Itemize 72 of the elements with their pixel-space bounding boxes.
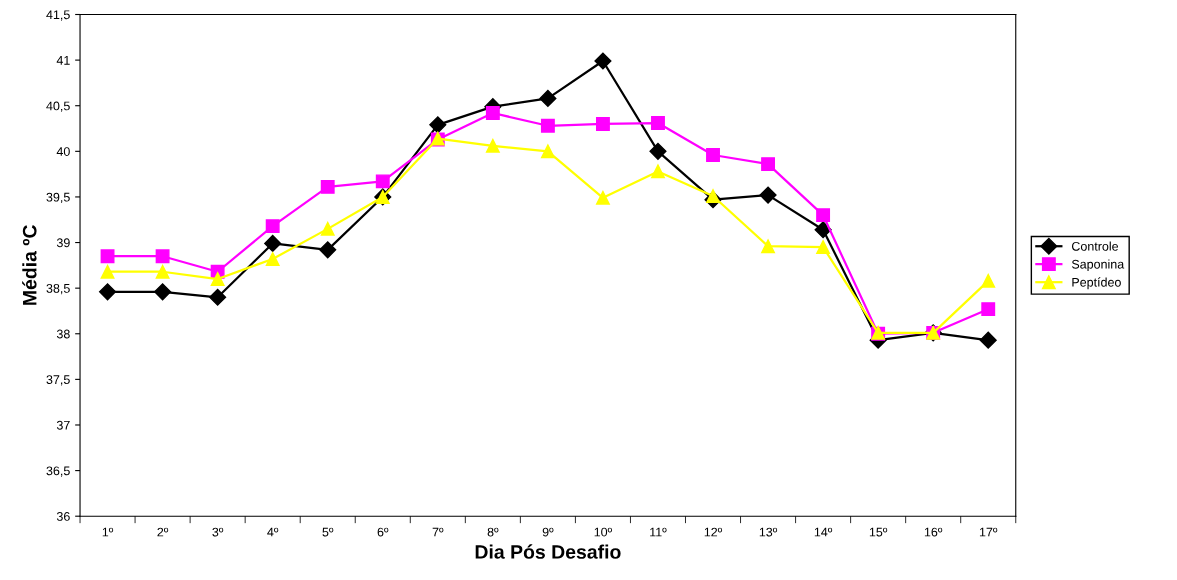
point [539,89,557,107]
x-tick-label: 9º [542,527,554,537]
y-tick-label: 38 [56,329,70,339]
x-tick-label: 5º [322,527,334,537]
point [981,273,996,288]
point [540,144,555,159]
point [154,283,172,301]
point [981,302,996,317]
point [759,186,777,204]
x-tick-label: 1º [102,527,114,537]
point [594,52,612,70]
x-tick-label: 11º [650,527,667,537]
y-tick-label: 39,5 [46,192,70,204]
y-tick-label: 41,5 [46,10,70,21]
y-tick-label: 41 [56,56,70,65]
x-tick-label: 8º [487,527,499,537]
x-tick-label: 16º [924,527,943,537]
x-tick-label: 2º [157,527,169,537]
y-tick-label: 36,5 [46,466,70,477]
y-tick-label: 39 [56,238,70,248]
point [99,283,117,301]
point [485,138,500,153]
point [375,174,390,189]
x-tick-label: 6º [377,527,389,537]
point [100,249,115,264]
y-tick-label: 40 [56,147,70,156]
point [979,331,997,349]
point [320,221,335,236]
y-tick-label: 40,5 [46,101,70,112]
y-axis-title: Média ºC [22,225,37,305]
point [320,179,335,194]
x-tick-label: 13º [759,527,778,537]
point [209,288,227,306]
point [649,142,667,160]
point [816,240,831,255]
point [264,234,282,253]
x-axis-title: Dia Pós Desafio [475,544,621,559]
x-tick-label: 10º [594,527,613,537]
point [319,241,337,259]
point [265,219,280,234]
point [814,221,832,239]
point [155,249,170,264]
x-tick-label: 3º [212,527,224,537]
x-tick-label: 15º [869,527,888,537]
y-tick-label: 37,5 [46,375,70,386]
x-tick-label: 17º [979,527,998,537]
point [706,189,720,203]
point [816,208,831,223]
x-tick-label: 12º [704,527,723,537]
point [761,239,776,254]
x-tick-label: 14º [814,527,833,537]
point [595,190,610,205]
point [761,157,776,172]
legend-label: Peptídeo [1072,277,1121,290]
legend-label: Controle [1071,241,1119,251]
y-tick-label: 38,5 [46,283,70,295]
x-tick-label: 7º [432,527,444,537]
point [651,164,665,179]
point [540,118,555,133]
point [706,148,720,162]
y-tick-label: 37 [56,420,70,430]
point [651,116,665,130]
point [429,116,447,134]
point [100,264,115,279]
y-tick-label: 36 [56,512,70,521]
point [485,106,500,120]
point [210,272,225,286]
point [155,264,170,279]
point [595,117,610,131]
x-tick-label: 4º [267,527,279,537]
point [265,252,280,266]
legend-label: Saponina [1071,259,1125,272]
